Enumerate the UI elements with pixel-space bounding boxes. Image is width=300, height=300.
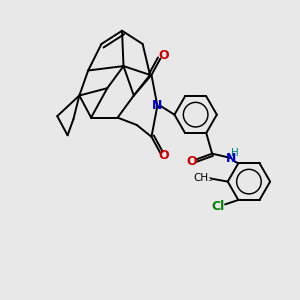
Text: N: N — [226, 152, 236, 165]
Text: CH₃: CH₃ — [194, 173, 213, 183]
Text: Cl: Cl — [211, 200, 224, 213]
Text: O: O — [186, 155, 197, 168]
Text: O: O — [158, 149, 169, 162]
Text: H: H — [231, 148, 239, 158]
Text: N: N — [152, 99, 163, 112]
Text: O: O — [158, 49, 169, 62]
